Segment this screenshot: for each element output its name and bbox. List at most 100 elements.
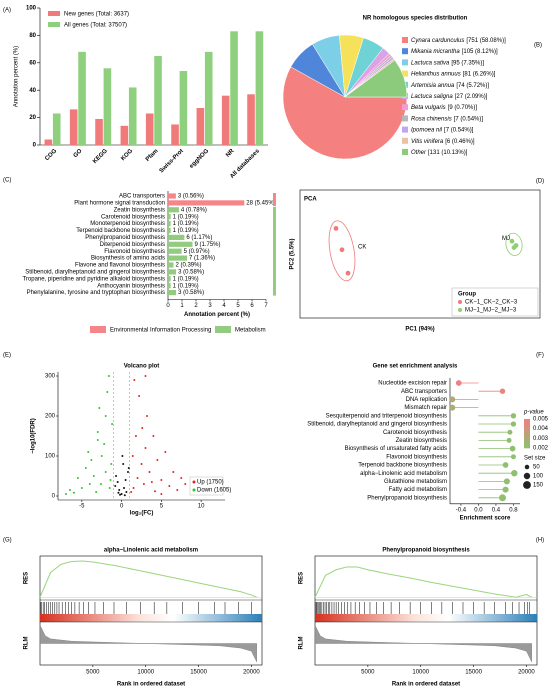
- bar: [168, 200, 245, 206]
- bar: [168, 290, 177, 296]
- y-tick-label: 60: [29, 60, 36, 66]
- bar: [95, 118, 103, 145]
- legend-label: Lactuca saligna [27 (2.09%)]: [411, 94, 488, 100]
- legend-swatch: [215, 326, 231, 333]
- point: [180, 477, 183, 479]
- bar: [168, 241, 193, 247]
- point: [95, 491, 98, 493]
- point: [507, 429, 513, 435]
- point: [449, 404, 456, 411]
- value-label: 1 (0.19%): [173, 276, 199, 282]
- x-tick-label: 5000: [86, 670, 100, 676]
- point: [104, 415, 107, 417]
- point: [345, 270, 351, 276]
- legend-frame: [189, 476, 224, 496]
- y-tick-label: 20: [29, 115, 36, 121]
- x-tick-label: 5: [160, 504, 164, 510]
- bar: [168, 283, 171, 289]
- group-ellipse: [328, 220, 356, 282]
- x-axis-label: Rank in ordered dataset: [117, 682, 185, 688]
- category-label: Monoterpenoid biosynthesis: [90, 221, 165, 227]
- point: [141, 427, 144, 429]
- point: [138, 395, 141, 397]
- point: [156, 459, 159, 461]
- point: [72, 491, 75, 494]
- legend-tick-label: 100: [533, 474, 544, 480]
- gradient-step: [524, 419, 530, 422]
- x-axis-label: Rank in ordered dataset: [392, 682, 460, 688]
- legend-swatch: [402, 48, 408, 55]
- rlm-area: [39, 624, 257, 663]
- panel-label: (E): [3, 353, 11, 359]
- gradient-step: [524, 431, 530, 434]
- point: [509, 445, 516, 452]
- rlm-area: [314, 624, 532, 663]
- legend-tick-label: 0.005: [533, 417, 549, 423]
- value-label: 2 (0.39%): [175, 263, 201, 269]
- point: [88, 483, 91, 485]
- res-line: [39, 560, 257, 598]
- bar: [179, 71, 188, 145]
- legend-label: Rosa chinensis [7 (0.54%)]: [411, 116, 483, 122]
- gradient-step: [524, 421, 530, 425]
- panel-label: (C): [3, 178, 11, 184]
- point: [140, 463, 143, 465]
- value-label: 6 (1.17%): [186, 235, 212, 241]
- legend-title: Set size: [524, 456, 546, 462]
- point: [68, 489, 71, 491]
- bar: [255, 31, 264, 145]
- species-name: Lactuca saligna: [411, 94, 453, 100]
- bar: [221, 95, 230, 145]
- x-tick-label: 15000: [465, 670, 482, 676]
- point: [150, 481, 153, 483]
- gradient-step: [524, 440, 530, 444]
- bar: [120, 125, 129, 145]
- species-name: Other: [411, 150, 427, 156]
- legend-size: [523, 481, 531, 489]
- species-name: Mikania micrantha: [411, 49, 460, 55]
- legend-swatch: [402, 115, 408, 122]
- bar: [168, 227, 171, 234]
- x-tick-label: GO: [73, 148, 84, 159]
- rank-gradient: [315, 614, 537, 622]
- legend-tick-label: 50: [533, 465, 540, 471]
- x-tick-label: KEGG: [92, 148, 109, 165]
- legend-swatch: [402, 37, 408, 43]
- rank-gradient: [40, 614, 262, 622]
- y-tick-label: 100: [26, 6, 37, 12]
- point: [99, 483, 102, 485]
- value-label: 3 (0.58%): [178, 290, 204, 296]
- y-tick-label: 100: [45, 454, 56, 460]
- point: [131, 455, 134, 457]
- x-tick-label: NR: [225, 148, 236, 159]
- y-axis-label: RES: [299, 572, 305, 584]
- legend-swatch: [402, 70, 408, 77]
- y-tick-label: 0: [52, 494, 56, 500]
- bar: [168, 262, 174, 268]
- legend-tick-label: 0.004: [533, 426, 549, 432]
- species-name: Artemisia annua: [410, 82, 455, 88]
- x-tick-label: 1: [180, 303, 184, 309]
- category-label: Stilbenoid, diarylheptanoid and gingerol…: [307, 422, 447, 428]
- x-tick-label: 15000: [190, 670, 207, 676]
- group-ellipse: [505, 232, 523, 256]
- legend-tick-label: 0.003: [533, 436, 549, 442]
- point: [64, 493, 67, 495]
- category-label: Nucleotide excision repair: [378, 381, 447, 387]
- point: [120, 493, 123, 495]
- chart-title: Phenylpropanoid biosynthesis: [382, 548, 470, 554]
- chart-title: alpha−Linolenic acid metabolism: [104, 548, 198, 554]
- legend-swatch: [402, 104, 408, 111]
- value-label: 3 (0.58%): [178, 269, 204, 275]
- value-label: 28 (5.45%): [246, 200, 275, 206]
- legend-swatch: [48, 22, 60, 27]
- point: [111, 423, 114, 425]
- point: [115, 475, 118, 477]
- species-name: Cynara cardunculus: [411, 38, 464, 44]
- bar: [168, 193, 176, 199]
- category-label: Diterpenoid biosynthesis: [100, 242, 165, 248]
- point: [80, 487, 83, 489]
- point: [123, 487, 126, 489]
- species-count: [7 (0.54%)]: [454, 116, 484, 122]
- x-tick-label: eggNOG: [189, 148, 211, 170]
